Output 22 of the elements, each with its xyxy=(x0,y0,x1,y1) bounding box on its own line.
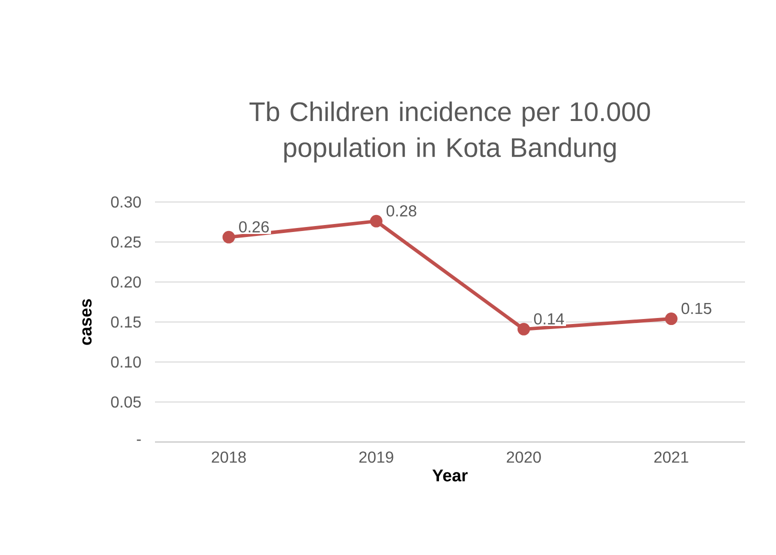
data-label: 0.15 xyxy=(682,302,712,314)
x-tick-label: 2020 xyxy=(506,452,541,463)
y-tick-label: 0.15 xyxy=(111,316,141,328)
data-label: 0.28 xyxy=(386,205,416,216)
y-tick-label: 0.20 xyxy=(111,276,141,288)
point xyxy=(222,230,236,244)
y-tick-label: 0.05 xyxy=(111,396,141,408)
point xyxy=(665,312,678,326)
y-tick-label: 0.25 xyxy=(111,236,141,248)
point xyxy=(518,322,530,336)
x-axis-title: Year xyxy=(432,470,468,482)
y-tick-label: 0.10 xyxy=(111,356,141,368)
y-tick-label: 0.30 xyxy=(111,196,141,208)
chart-title: Tb Children incidence per 10.000 population in Kota Bandung xyxy=(250,102,650,162)
x-tick-label: 2018 xyxy=(212,452,246,463)
data-label: 0.14 xyxy=(534,313,564,324)
data-label: 0.26 xyxy=(239,221,269,232)
y-axis-title: cases xyxy=(82,299,92,345)
x-tick-label: 2019 xyxy=(359,452,394,463)
y-tick-label: - xyxy=(136,440,141,441)
point xyxy=(370,214,383,228)
x-tick-label: 2021 xyxy=(654,452,688,463)
